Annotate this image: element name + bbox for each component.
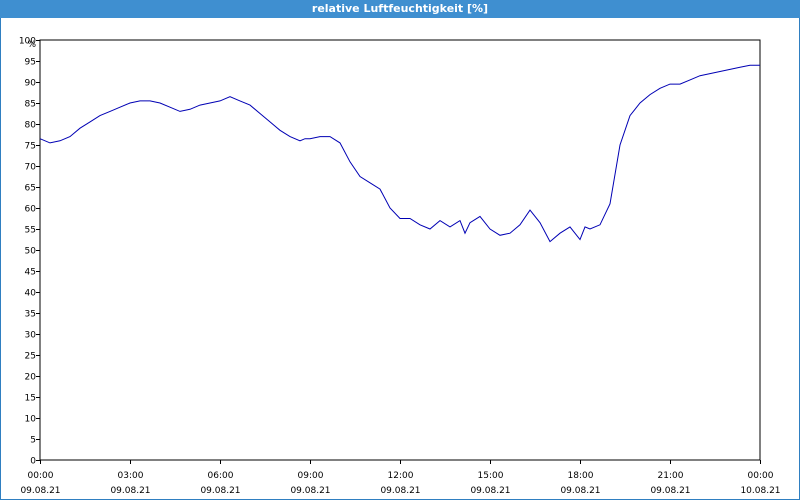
y-tick-label: 5: [30, 436, 36, 446]
x-tick-time-label: 12:00: [388, 471, 414, 481]
y-tick-label: 75: [25, 142, 36, 152]
x-tick-time-label: 00:00: [28, 471, 54, 481]
x-tick-time-label: 00:00: [748, 471, 774, 481]
x-tick-date-label: 09.08.21: [560, 486, 600, 496]
x-tick-date-label: 09.08.21: [650, 486, 690, 496]
y-tick-label: 55: [25, 226, 36, 236]
x-tick-date-label: 09.08.21: [290, 486, 330, 496]
y-tick-label: 20: [25, 373, 37, 383]
series-layer: [39, 64, 760, 243]
y-tick-label: 60: [25, 205, 37, 215]
y-tick-label: 10: [25, 415, 37, 425]
y-tick-label: 15: [25, 394, 36, 404]
axes: [36, 39, 761, 464]
x-tick-date-label: 09.08.21: [110, 486, 150, 496]
tick-labels: 0 5 10 15 20 25 30 35 40 45 50 55 60 65 70 75 80 85 90 95 10…: [19, 37, 781, 497]
y-tick-label: 95: [25, 58, 36, 68]
x-tick-date-label: 09.08.21: [200, 486, 240, 496]
y-tick-label: 85: [25, 100, 36, 110]
y-tick-label: 65: [25, 184, 36, 194]
x-tick-date-label: 09.08.21: [470, 486, 510, 496]
x-tick-date-label: 09.08.21: [380, 486, 420, 496]
series-line-humidity: [39, 64, 760, 243]
x-tick-time-label: 21:00: [658, 471, 684, 481]
y-tick-label: 50: [25, 247, 37, 257]
y-tick-label: 30: [25, 331, 37, 341]
y-tick-label: 70: [25, 163, 37, 173]
x-tick-time-label: 18:00: [568, 471, 594, 481]
plot-area: [39, 39, 761, 461]
x-tick-date-label: 10.08.21: [740, 486, 780, 496]
y-tick-label: 100: [19, 37, 36, 47]
y-tick-label: 90: [25, 79, 37, 89]
y-tick-label: 45: [25, 268, 36, 278]
y-axis-label: %: [27, 40, 36, 50]
y-tick-label: 25: [25, 352, 36, 362]
x-tick-time-label: 03:00: [118, 471, 144, 481]
x-tick-time-label: 15:00: [478, 471, 504, 481]
x-tick-time-label: 09:00: [298, 471, 324, 481]
x-tick-time-label: 06:00: [208, 471, 234, 481]
chart-title: relative Luftfeuchtigkeit [%]: [0, 0, 800, 18]
y-tick-label: 40: [25, 289, 37, 299]
y-tick-label: 35: [25, 310, 36, 320]
y-tick-label: 0: [30, 457, 36, 467]
x-tick-date-label: 09.08.21: [20, 486, 60, 496]
y-tick-label: 80: [25, 121, 37, 131]
